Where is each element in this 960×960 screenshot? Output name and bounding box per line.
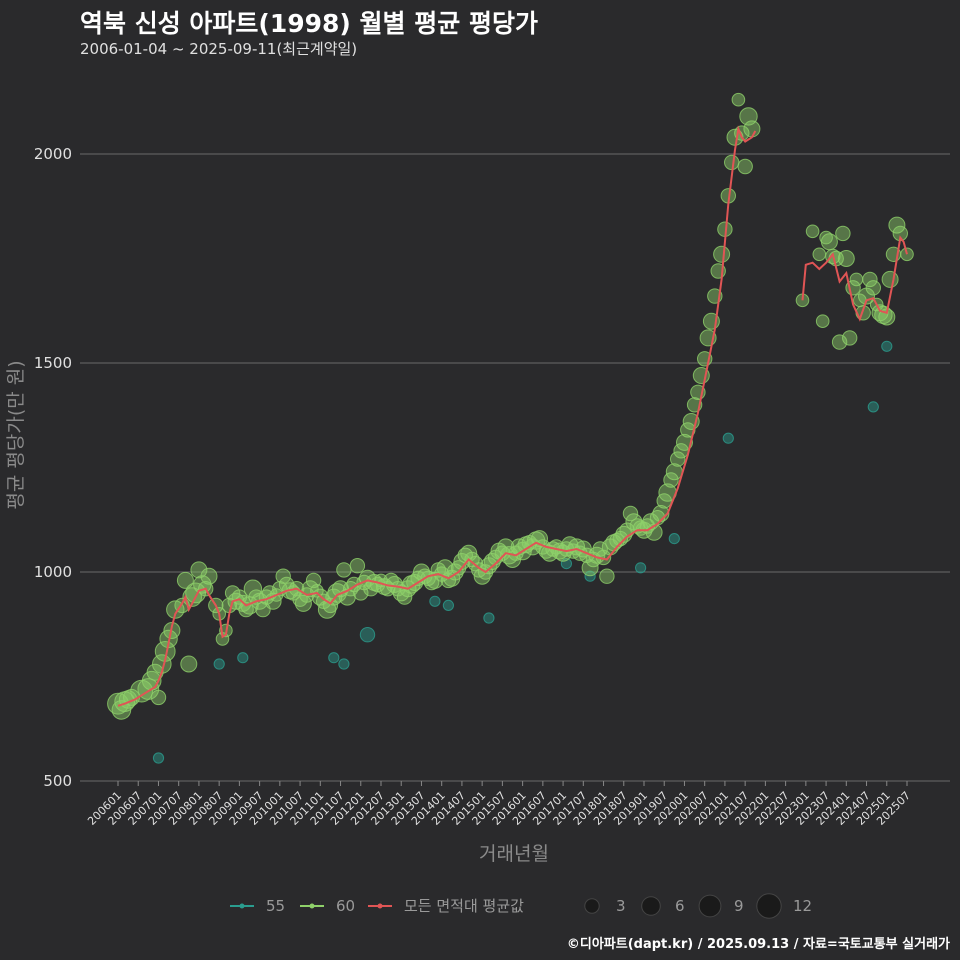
data-point-60 bbox=[349, 558, 366, 574]
data-point-55 bbox=[213, 658, 225, 670]
data-point-60 bbox=[835, 225, 851, 242]
data-point-60 bbox=[305, 572, 322, 589]
data-point-60 bbox=[849, 272, 864, 287]
data-point-55 bbox=[328, 652, 340, 664]
y-axis-title: 평균 평당가(만 원) bbox=[5, 360, 27, 509]
chart-title: 역북 신성 아파트(1998) 월별 평균 평당가 bbox=[80, 9, 538, 38]
legend-size-label: 12 bbox=[793, 897, 812, 915]
data-point-60 bbox=[436, 559, 454, 577]
data-point-60 bbox=[676, 433, 693, 451]
chart-subtitle: 2006-01-04 ~ 2025-09-11(최근계약일) bbox=[80, 40, 358, 58]
legend-label: 모든 면적대 평균값 bbox=[404, 897, 524, 915]
legend-dot-0 bbox=[239, 903, 245, 909]
data-point-60 bbox=[670, 451, 686, 467]
data-point-55 bbox=[429, 595, 441, 607]
y-tick-labels: 500 1000 1500 2000 bbox=[34, 145, 72, 790]
data-point-55 bbox=[338, 658, 350, 670]
data-point-60 bbox=[820, 233, 838, 251]
data-point-60 bbox=[865, 280, 881, 296]
legend-size-circle bbox=[641, 896, 661, 916]
data-point-55 bbox=[668, 533, 680, 545]
footer-credit: ©디아파트(dapt.kr) / 2025.09.13 / 자료=국토교통부 실… bbox=[566, 937, 950, 952]
legend: 55 60 모든 면적대 평균값 3 6 9 12 bbox=[230, 893, 812, 919]
average-line-segment bbox=[801, 235, 908, 322]
data-point-60 bbox=[190, 561, 208, 579]
data-point-60 bbox=[599, 568, 615, 584]
data-point-60 bbox=[336, 562, 352, 578]
legend-size-label: 9 bbox=[734, 897, 744, 915]
data-point-60 bbox=[737, 158, 753, 175]
legend-size-circle bbox=[698, 894, 722, 918]
legend-size-circle bbox=[584, 898, 600, 914]
data-point-55 bbox=[722, 432, 734, 444]
data-point-60 bbox=[150, 689, 167, 706]
grid-lines bbox=[80, 153, 950, 782]
legend-dot-1 bbox=[309, 903, 315, 909]
legend-size-label: 3 bbox=[616, 897, 626, 915]
data-point-55 bbox=[237, 652, 249, 664]
y-tick-label: 1000 bbox=[34, 563, 72, 581]
y-tick-label: 1500 bbox=[34, 354, 72, 372]
data-point-60 bbox=[176, 571, 194, 589]
data-point-60 bbox=[238, 601, 254, 618]
data-point-60 bbox=[831, 334, 848, 350]
data-point-60 bbox=[862, 271, 878, 288]
data-point-60 bbox=[724, 154, 740, 171]
data-point-60 bbox=[180, 655, 198, 673]
data-point-60 bbox=[819, 230, 833, 245]
data-point-60 bbox=[743, 120, 761, 138]
data-point-55 bbox=[442, 599, 454, 612]
data-point-60 bbox=[888, 216, 906, 234]
data-point-60 bbox=[815, 314, 830, 329]
data-point-55 bbox=[359, 627, 376, 643]
series-55-points bbox=[152, 340, 893, 764]
data-point-60 bbox=[294, 594, 312, 612]
legend-size-circle bbox=[756, 893, 782, 919]
data-point-55 bbox=[635, 562, 647, 574]
legend-dot-2 bbox=[377, 903, 383, 909]
data-point-60 bbox=[592, 541, 608, 557]
data-point-60 bbox=[713, 245, 731, 263]
data-point-60 bbox=[881, 270, 899, 288]
data-point-60 bbox=[130, 679, 154, 703]
data-point-60 bbox=[450, 560, 467, 576]
data-point-60 bbox=[275, 568, 291, 584]
legend-label: 55 bbox=[266, 897, 285, 915]
data-point-60 bbox=[842, 330, 858, 346]
data-point-60 bbox=[812, 247, 827, 262]
average-line bbox=[117, 125, 757, 707]
data-point-55 bbox=[867, 401, 879, 413]
data-point-55 bbox=[881, 340, 893, 352]
legend-label: 60 bbox=[336, 897, 355, 915]
x-tick-labels: 2006012006072007012007072008012008072009… bbox=[85, 781, 913, 828]
data-point-60 bbox=[731, 92, 746, 107]
data-point-60 bbox=[805, 224, 820, 239]
legend-size-label: 6 bbox=[675, 897, 685, 915]
data-point-55 bbox=[483, 612, 495, 624]
data-point-60 bbox=[146, 663, 164, 681]
series-60-points bbox=[107, 92, 914, 720]
data-point-60 bbox=[200, 567, 218, 585]
data-point-60 bbox=[166, 600, 185, 619]
y-tick-label: 500 bbox=[43, 772, 72, 790]
data-point-60 bbox=[837, 250, 855, 267]
x-axis-title: 거래년월 bbox=[479, 843, 549, 865]
data-point-55 bbox=[152, 752, 165, 764]
y-tick-label: 2000 bbox=[34, 145, 72, 163]
